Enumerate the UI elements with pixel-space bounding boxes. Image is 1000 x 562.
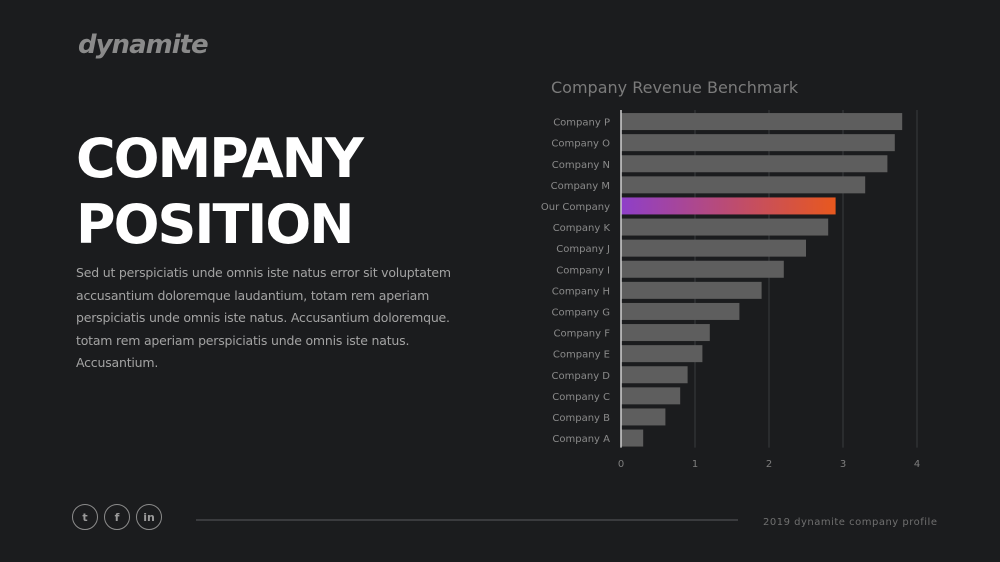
bar — [621, 281, 762, 299]
bar — [621, 239, 806, 257]
twitter-icon[interactable]: t — [72, 504, 98, 530]
bar — [621, 387, 681, 405]
linkedin-icon[interactable]: in — [136, 504, 162, 530]
x-tick-label: 4 — [914, 459, 920, 470]
category-label: Company O — [551, 139, 610, 150]
x-tick-label: 0 — [618, 459, 624, 470]
category-label: Company B — [552, 413, 610, 424]
bar — [621, 155, 888, 173]
category-label: Company H — [552, 286, 610, 297]
bar — [621, 176, 866, 194]
page-title-line-1: COMPANY — [76, 127, 364, 190]
category-label: Company C — [552, 392, 610, 403]
bar — [621, 134, 895, 152]
bar — [621, 260, 784, 278]
bar — [621, 302, 740, 320]
bar — [621, 408, 666, 426]
category-label: Company P — [553, 118, 610, 129]
category-label: Company A — [552, 434, 610, 445]
bar — [621, 218, 829, 236]
page-title-line-2: POSITION — [76, 193, 354, 256]
page-title: COMPANY POSITION — [76, 126, 364, 258]
social-links: t f in — [72, 504, 162, 530]
chart-title: Company Revenue Benchmark — [551, 78, 799, 97]
category-label: Company J — [556, 244, 610, 255]
x-tick-label: 3 — [840, 459, 846, 470]
category-label: Company I — [556, 265, 610, 276]
body-paragraph: Sed ut perspiciatis unde omnis iste natu… — [76, 265, 451, 371]
bar — [621, 113, 903, 131]
category-label: Company N — [552, 160, 610, 171]
category-label: Company D — [552, 371, 611, 382]
brand-logo: dynamite — [78, 30, 209, 60]
footer-caption: 2019 dynamite company profile — [763, 517, 938, 528]
bar — [621, 429, 644, 447]
x-tick-label: 2 — [766, 459, 772, 470]
category-label: Company M — [551, 181, 610, 192]
bar — [621, 345, 703, 363]
category-label: Company E — [553, 350, 610, 361]
category-label: Our Company — [541, 202, 610, 213]
bar-highlight — [621, 197, 836, 215]
x-tick-label: 1 — [692, 459, 698, 470]
category-label: Company G — [551, 307, 610, 318]
facebook-icon[interactable]: f — [104, 504, 130, 530]
bar — [621, 366, 688, 384]
category-label: Company F — [553, 329, 610, 340]
category-label: Company K — [553, 223, 611, 234]
bar — [621, 324, 710, 342]
footer-divider — [196, 519, 738, 521]
